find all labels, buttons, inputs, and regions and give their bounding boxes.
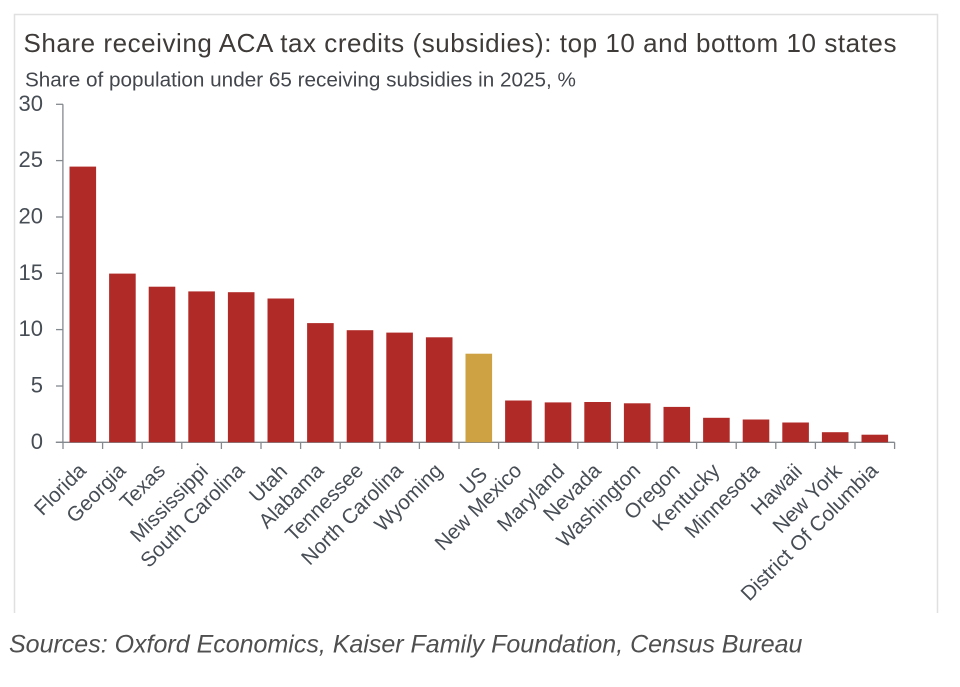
- svg-text:Sources: Oxford Economics, Kai: Sources: Oxford Economics, Kaiser Family…: [9, 631, 803, 659]
- svg-text:20: 20: [19, 204, 43, 229]
- svg-text:Share receiving ACA tax credit: Share receiving ACA tax credits (subsidi…: [24, 28, 898, 58]
- svg-text:25: 25: [19, 147, 43, 172]
- svg-text:5: 5: [31, 373, 43, 398]
- svg-text:0: 0: [31, 429, 43, 454]
- svg-text:30: 30: [19, 91, 43, 116]
- svg-text:Share of population under 65 r: Share of population under 65 receiving s…: [25, 69, 576, 92]
- svg-text:10: 10: [19, 316, 43, 341]
- svg-text:15: 15: [19, 260, 43, 285]
